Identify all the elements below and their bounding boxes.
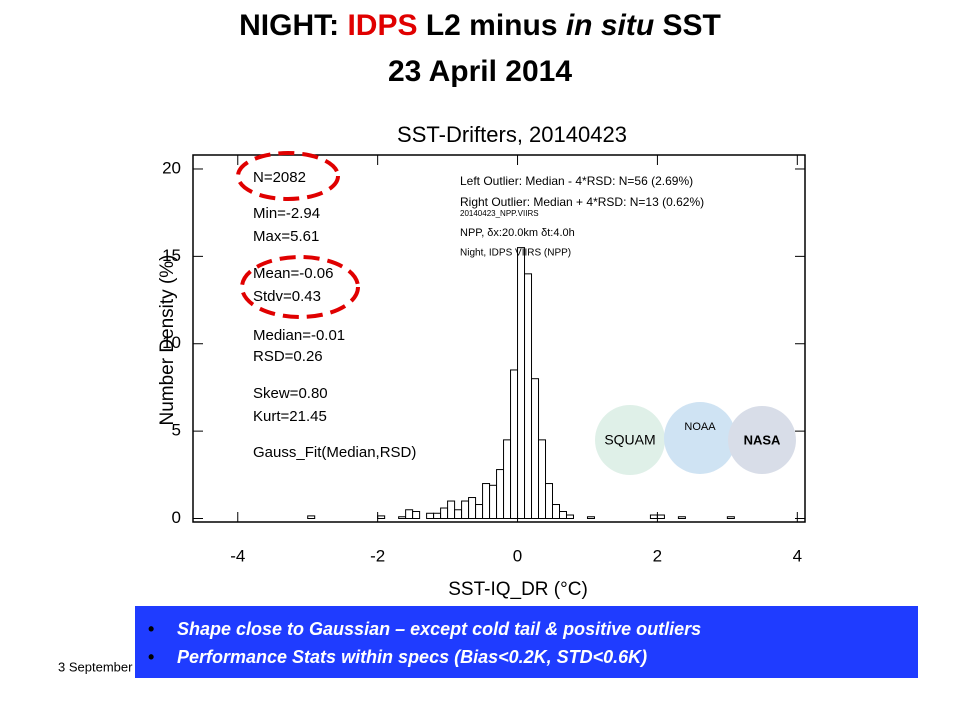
bar (656, 514, 665, 520)
bar (510, 369, 519, 520)
stat-label: Gauss_Fit(Median,RSD) (253, 444, 416, 461)
chart-title: SST-Drifters, 20140423 (397, 122, 627, 147)
bar (405, 509, 414, 520)
y-tick-label: 15 (162, 246, 181, 265)
stat-label: Mean=-0.06 (253, 265, 333, 282)
x-axis-label: SST-IQ_DR (°C) (448, 579, 588, 600)
bar (545, 483, 554, 520)
bar (307, 515, 316, 520)
bar (426, 512, 435, 520)
x-tick-label: 0 (513, 546, 522, 565)
logos: SQUAM NOAA NASA (595, 402, 796, 475)
bar (433, 512, 442, 520)
bullet: • (148, 647, 154, 667)
logo-text: NASA (744, 432, 781, 447)
bar (412, 511, 421, 520)
title-part: SST (654, 9, 721, 42)
annotation: Left Outlier: Median - 4*RSD: N=56 (2.69… (460, 174, 693, 188)
bar (559, 511, 567, 520)
highlight (236, 151, 340, 201)
x-tick-label: -4 (230, 546, 245, 565)
bar (586, 516, 595, 520)
highlight (240, 255, 360, 319)
stat-label: Kurt=21.45 (253, 408, 327, 425)
stat-label: Median=-0.01 (253, 327, 345, 344)
logo-text: NOAA (684, 421, 716, 433)
bar (538, 439, 547, 520)
x-tick-label: -2 (370, 546, 385, 565)
plot: 0 5 10 15 20 -4 -2 0 2 4 N=2082 Min=-2.94 Max=5.61 Me… (162, 154, 806, 565)
x-tick-label: 4 (793, 546, 802, 565)
bar (531, 378, 540, 520)
bar (468, 497, 477, 520)
x-tick-label: 2 (653, 546, 662, 565)
bar (489, 484, 498, 520)
logo-squam (595, 405, 665, 475)
bar (677, 516, 686, 520)
bar (649, 514, 658, 520)
y-tick-label: 20 (162, 158, 181, 177)
bar (496, 469, 505, 520)
stat-label: Max=5.61 (253, 228, 319, 245)
stat-label: RSD=0.26 (253, 348, 323, 365)
callout-text: Performance Stats within specs (Bias<0.2… (177, 647, 647, 667)
bar (482, 483, 491, 520)
bullet: • (148, 619, 154, 639)
stat-label: Min=-2.94 (253, 205, 320, 222)
slide-subtitle: 23 April 2014 (388, 55, 572, 88)
y-tick-label: 10 (162, 333, 181, 352)
bar (503, 439, 512, 520)
callout-text: Shape close to Gaussian – except cold ta… (177, 619, 701, 639)
title-part: L2 minus (417, 9, 565, 42)
annotation: Night, IDPS VIIRS (NPP) (460, 248, 571, 259)
bar (440, 507, 449, 520)
callout-box (135, 606, 918, 678)
plot-frame (192, 154, 806, 523)
stat-label: Skew=0.80 (253, 385, 328, 402)
annotation: Right Outlier: Median + 4*RSD: N=13 (0.6… (460, 195, 704, 209)
title-part: in situ (566, 9, 654, 42)
bar (377, 515, 386, 520)
bar (447, 500, 456, 520)
y-tick-label: 5 (172, 421, 181, 440)
bar (454, 509, 463, 520)
logo-nasa (728, 406, 796, 474)
title-part: IDPS (347, 9, 417, 42)
stat-label: Stdv=0.43 (253, 288, 321, 305)
bar (475, 504, 484, 520)
logo-noaa (664, 402, 736, 474)
y-axis-label: Number Density (%) (157, 254, 178, 425)
slide-title: NIGHT: IDPS L2 minus in situ SST (239, 9, 721, 42)
bar (461, 500, 470, 520)
y-tick-label: 0 (172, 508, 181, 527)
bar (565, 514, 574, 520)
bar (517, 247, 526, 520)
bar (726, 516, 735, 520)
logo-text: SQUAM (604, 432, 655, 448)
annotation: 20140423_NPP.VIIRS (460, 209, 539, 218)
bar (524, 273, 533, 520)
stat-label: N=2082 (253, 169, 306, 186)
title-part: NIGHT: (239, 9, 347, 42)
bar (552, 504, 561, 520)
annotation: NPP, δx:20.0km δt:4.0h (460, 227, 575, 239)
bar (398, 516, 407, 520)
